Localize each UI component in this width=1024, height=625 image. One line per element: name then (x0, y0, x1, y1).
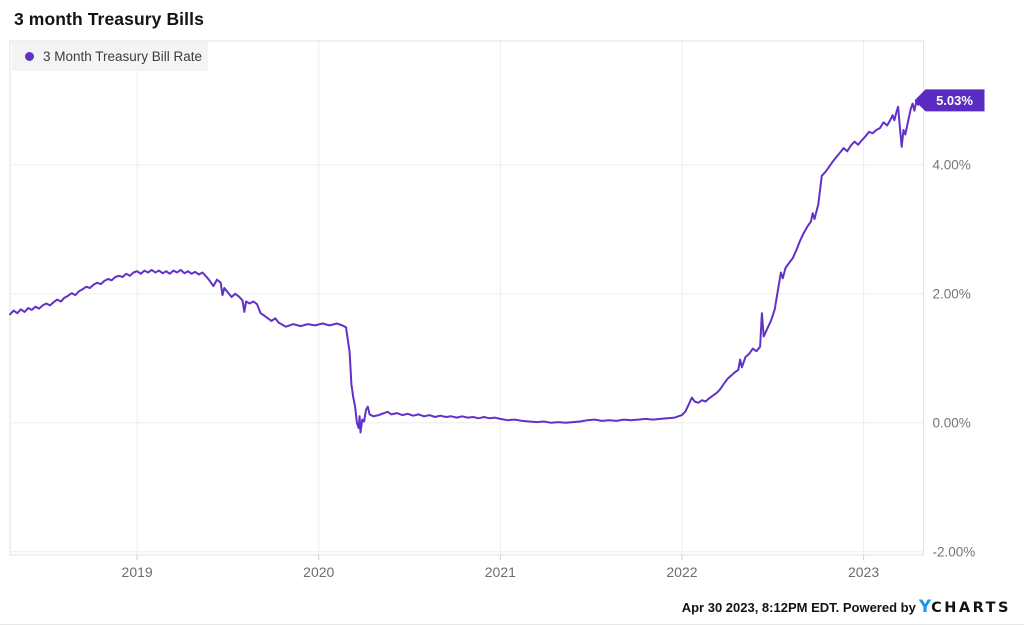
ycharts-logo-y-icon: Y (918, 597, 932, 617)
page-title: 3 month Treasury Bills (14, 9, 204, 29)
y-axis-label: 0.00% (933, 415, 971, 430)
x-axis-label: 2021 (485, 564, 516, 580)
y-axis-label: -2.00% (933, 544, 976, 559)
rate-line-series[interactable] (9, 97, 925, 434)
footer-timestamp: Apr 30 2023, 8:12PM EDT. Powered by (681, 600, 916, 615)
legend-series-dot-icon (25, 52, 34, 61)
legend[interactable]: 3 Month Treasury Bill Rate (12, 42, 208, 71)
x-axis-label: 2020 (303, 564, 334, 580)
x-axis-label: 2023 (848, 564, 879, 580)
last-value-badge[interactable] (914, 89, 985, 112)
footer: Apr 30 2023, 8:12PM EDT. Powered by Y CH… (682, 597, 1011, 617)
x-axis-label: 2019 (122, 564, 153, 580)
y-axis-label: 2.00% (933, 286, 971, 301)
plot-border (9, 40, 924, 556)
x-axis-label: 2022 (666, 564, 697, 580)
last-value-badge-label: 5.03% (936, 93, 973, 108)
ycharts-logo-text: CHARTS (931, 600, 1011, 616)
legend-series-label: 3 Month Treasury Bill Rate (43, 49, 203, 64)
y-axis-label: 4.00% (933, 157, 971, 172)
